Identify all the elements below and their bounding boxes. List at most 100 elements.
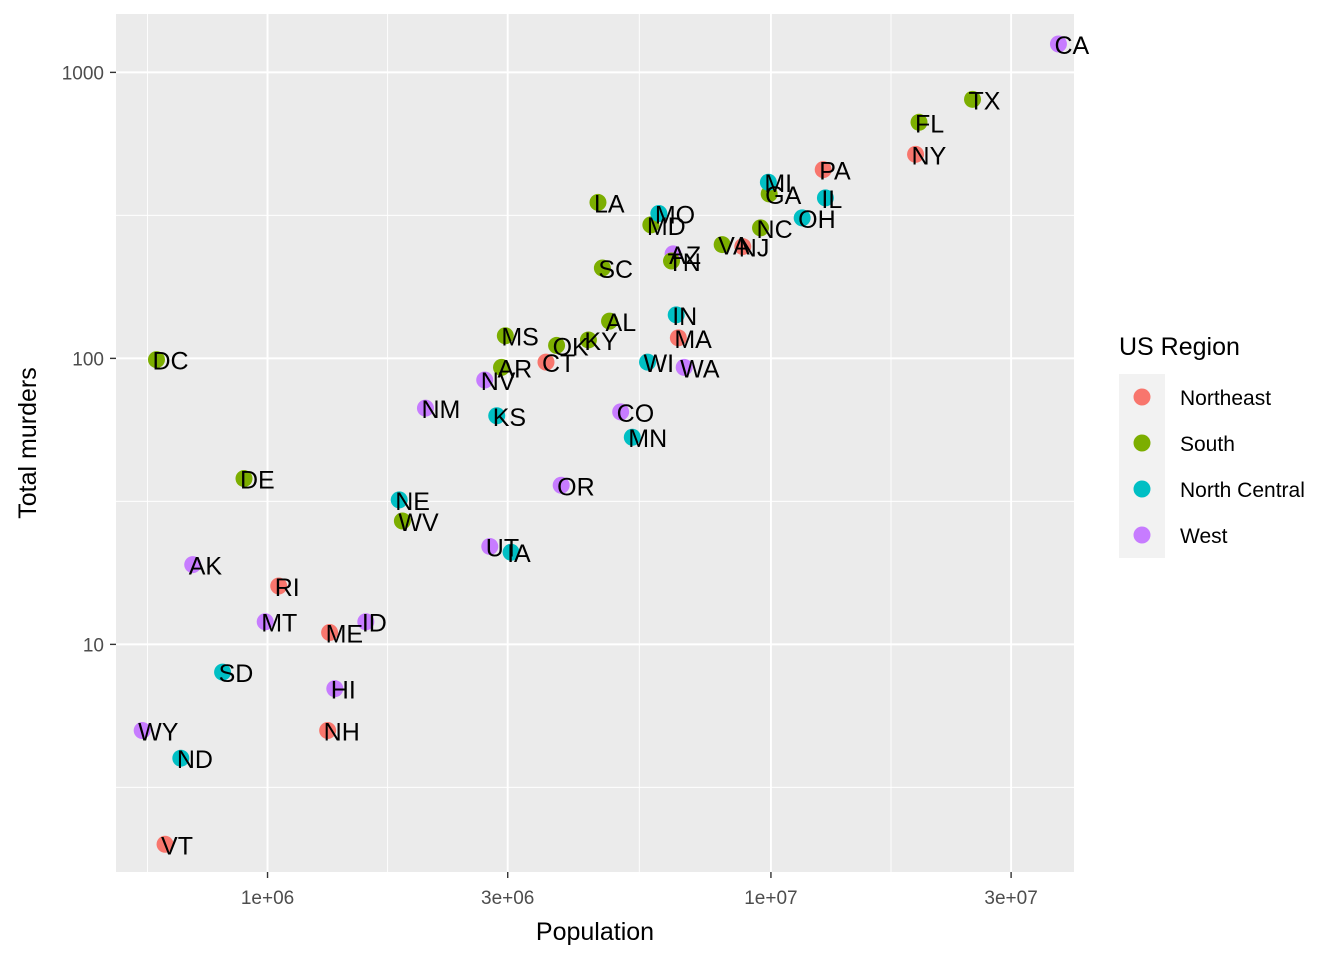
point-label-mt: MT [261,610,297,638]
point-mo [650,205,668,223]
point-label-md: MD [647,213,686,241]
y-tick-label: 1000 [62,63,104,84]
point-label-ky: KY [584,328,618,356]
point-or [552,476,570,494]
legend-key-south [1133,434,1151,452]
legend-label-south: South [1180,433,1235,456]
point-ri [270,577,288,595]
point-ks [488,407,506,425]
point-label-tx: TX [969,87,1001,115]
x-tick-label: 3e+07 [984,888,1037,909]
point-wv [393,512,411,530]
point-label-nv: NV [481,368,516,396]
point-pa [814,161,832,179]
point-label-oh: OH [798,206,836,234]
point-label-va: VA [718,233,750,261]
x-axis: 1e+06 3e+06 1e+07 3e+07 [241,872,1038,909]
point-label-sc: SC [598,256,633,284]
point-label-mo: MO [655,202,695,230]
point-label-il: IL [821,186,842,214]
point-label-co: CO [617,400,655,428]
minor-gridlines [116,14,1074,872]
point-sc [593,259,611,277]
point-label-ri: RI [275,574,300,602]
point-label-wa: WA [680,355,720,383]
x-axis-title: Population [536,918,654,946]
point-label-nd: ND [177,746,213,774]
point-hi [326,680,344,698]
point-label-az: AZ [669,242,701,270]
point-ia [502,543,520,561]
point-tn [663,252,681,270]
point-label-wi: WI [644,350,675,378]
point-nj [734,238,752,256]
point-label-wy: WY [138,718,179,746]
x-tick-label: 3e+06 [481,888,534,909]
legend-title: US Region [1119,333,1240,361]
point-label-ma: MA [674,326,712,354]
legend-key-north-central [1133,480,1151,498]
point-label-dc: DC [152,348,188,376]
legend-label-north-central: North Central [1180,479,1305,502]
point-label-vt: VT [161,832,193,860]
point-oh [793,209,811,227]
point-ar [493,358,511,376]
point-label-fl: FL [915,110,944,138]
point-label-hi: HI [331,677,356,705]
point-wi [639,353,657,371]
point-al [601,312,619,330]
point-ny [907,145,925,163]
point-mn [623,428,641,446]
point-label-wv: WV [398,509,439,537]
point-wy [133,721,151,739]
point-id [357,613,375,631]
point-ut [481,537,499,555]
point-label-ny: NY [912,142,947,170]
major-gridlines [116,14,1074,872]
point-in [667,306,685,324]
legend: US Region Northeast South North Central Wes… [1119,333,1305,558]
point-ok [548,336,566,354]
point-mt [256,613,274,631]
point-label-ms: MS [501,324,539,352]
point-label-ct: CT [542,350,575,378]
point-label-sd: SD [219,660,254,688]
point-label-al: AL [606,309,637,337]
point-ms [496,327,514,345]
point-nm [416,399,434,417]
point-ky [579,331,597,349]
point-label-mi: MI [764,170,792,198]
point-va [713,236,731,254]
point-label-ga: GA [765,182,801,210]
point-la [589,193,607,211]
point-label-ut: UT [486,534,519,562]
point-de [235,470,253,488]
point-ne [390,491,408,509]
point-label-ia: IA [507,540,531,568]
point-wa [675,358,693,376]
point-vt [156,835,174,853]
legend-key-northeast [1133,388,1151,406]
point-me [321,624,339,642]
y-axis: 10 100 1000 [62,63,116,656]
point-nh [319,721,337,739]
legend-key-west [1133,526,1151,544]
point-label-ok: OK [553,333,589,361]
point-label-la: LA [594,190,625,218]
point-label-pa: PA [819,158,851,186]
point-labels: AL AK AZ AR CA CO CT DE DC FL GA HI ID IL IN IA KS KY LA ME… [138,32,1089,860]
point-label-ar: AR [498,355,533,383]
y-tick-label: 10 [83,635,104,656]
point-mi [759,173,777,191]
point-label-nh: NH [324,718,360,746]
point-ak [184,556,202,574]
point-nd [172,749,190,767]
x-tick-label: 1e+06 [241,888,294,909]
data-points [133,35,1067,853]
point-sd [214,663,232,681]
point-ma [669,329,687,347]
point-ct [537,353,555,371]
x-tick-label: 1e+07 [744,888,797,909]
point-dc [147,351,165,369]
